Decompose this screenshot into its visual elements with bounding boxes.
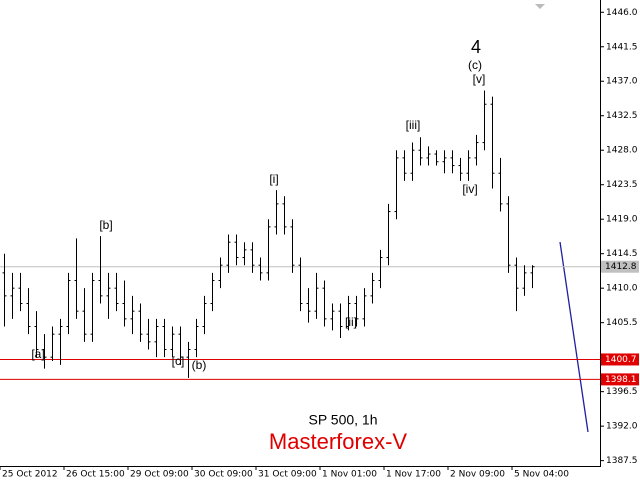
x-tick-label: 31 Oct 09:00 — [258, 470, 317, 480]
y-tick-label: 1446.0 — [606, 8, 638, 18]
x-tick-label: 1 Nov 17:00 — [386, 470, 441, 480]
y-tick-label: 1410.0 — [606, 284, 638, 294]
y-tick-label: 1419.0 — [606, 215, 638, 225]
watermark: Masterforex-V — [269, 429, 407, 454]
y-tick-label: 1441.5 — [606, 42, 638, 52]
y-tick-label: 1428.0 — [606, 146, 638, 156]
wave-label: [a] — [31, 347, 44, 361]
level-label-box — [601, 260, 639, 273]
x-tick-label: 1 Nov 01:00 — [322, 470, 377, 480]
y-tick-label: 1396.5 — [606, 387, 638, 397]
level-label: 1400.7 — [605, 355, 637, 365]
wave-label: (b) — [192, 358, 207, 372]
x-tick-label: 5 Nov 04:00 — [514, 470, 569, 480]
y-tick-label: 1392.0 — [606, 422, 638, 432]
y-tick-label: 1387.5 — [606, 456, 638, 466]
y-tick-label: 1432.5 — [606, 111, 638, 121]
x-tick-label: 25 Oct 2012 — [2, 470, 58, 480]
wave-label: (c) — [468, 58, 482, 72]
level-label: 1412.8 — [605, 262, 637, 272]
level-label: 1398.1 — [605, 375, 637, 385]
wave-label: [v] — [473, 72, 486, 86]
wave-label: [ii] — [345, 315, 357, 329]
x-tick-label: 26 Oct 15:00 — [66, 470, 125, 480]
y-tick-label: 1423.5 — [606, 180, 638, 190]
wave-label: [i] — [269, 172, 278, 186]
wave-label: 4 — [471, 37, 481, 57]
wave-label: [b] — [99, 218, 112, 232]
wave-label: [iv] — [462, 182, 477, 196]
wave-label: [c] — [172, 354, 185, 368]
y-tick-label: 1405.5 — [606, 318, 638, 328]
chart-title: SP 500, 1h — [308, 412, 377, 428]
x-tick-label: 2 Nov 09:00 — [450, 470, 505, 480]
level-label-box — [601, 373, 639, 386]
scroll-marker — [535, 4, 545, 9]
x-tick-label: 29 Oct 09:00 — [130, 470, 189, 480]
level-label-box — [601, 353, 639, 366]
y-tick-label: 1414.5 — [606, 249, 638, 259]
wave-label: [iii] — [406, 118, 421, 132]
x-tick-label: 30 Oct 09:00 — [194, 470, 253, 480]
forecast-line — [559, 241, 589, 433]
y-tick-label: 1437.0 — [606, 77, 638, 87]
